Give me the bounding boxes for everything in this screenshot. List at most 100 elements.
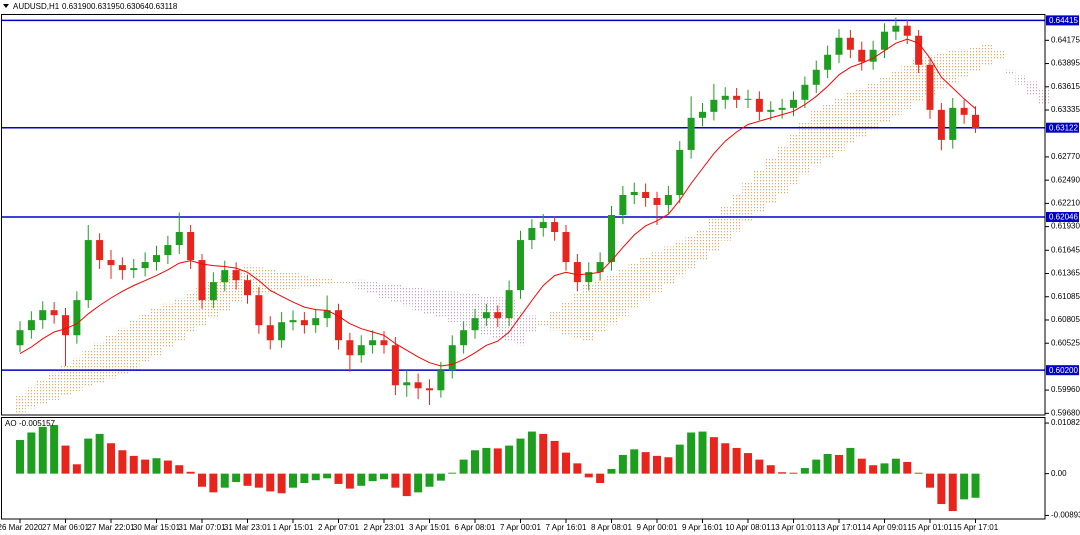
candle-body [107, 260, 115, 266]
cloud-segment [583, 284, 595, 341]
ao-bar [493, 448, 502, 474]
cloud-segment [856, 88, 868, 137]
cloud-segment [14, 395, 26, 413]
ao-bar [380, 473, 388, 480]
candle-body [642, 192, 650, 198]
cloud-segment [639, 257, 652, 301]
quote-close: 0.63118 [149, 2, 178, 11]
x-tick-label: 31 Mar 07:01 [178, 523, 226, 532]
ao-bar [129, 455, 138, 474]
quote-low: 0.63064 [120, 2, 149, 11]
candle-body [573, 262, 581, 283]
candle-body [346, 340, 354, 356]
candle-body [289, 320, 297, 323]
cloud-segment [82, 350, 94, 387]
price-frame [1, 14, 1046, 416]
x-tick-label: 26 Mar 2020 [0, 523, 43, 532]
candle-body [437, 370, 445, 391]
ao-bar [402, 473, 411, 497]
candle-body [676, 149, 684, 195]
cloud-segment [787, 133, 800, 185]
cloud-segment [264, 268, 276, 293]
ao-bar [505, 445, 514, 474]
candle-body [721, 95, 729, 100]
cloud-segment [730, 194, 743, 232]
cloud-segment [628, 263, 640, 308]
candle-body [687, 117, 695, 150]
cloud-segment [48, 372, 60, 401]
cloud-segment [776, 146, 788, 194]
candle-body [664, 195, 672, 205]
ao-bar [425, 473, 434, 487]
cloud-segment [1015, 75, 1027, 85]
y-tick-label: 0.64175 [1051, 35, 1080, 44]
ao-bar [789, 472, 798, 474]
ao-bar [391, 473, 400, 488]
candle-body [846, 37, 854, 50]
candle-body [403, 382, 411, 386]
candle-body [710, 99, 718, 112]
cloud-segment [355, 279, 367, 290]
candle-body [198, 260, 206, 301]
candle-body [528, 228, 536, 241]
cloud-segment [514, 310, 527, 346]
ao-bar [709, 437, 718, 474]
candle-body [869, 49, 877, 62]
cloud-segment [366, 281, 379, 294]
candle-body [824, 54, 832, 70]
ao-bar [186, 471, 195, 474]
level-tag [1046, 365, 1079, 376]
ao-bar [732, 447, 741, 474]
cloud-segment [912, 59, 925, 103]
quote-open: 0.63190 [62, 2, 91, 11]
cloud-segment [685, 235, 697, 269]
candle-body [562, 232, 570, 263]
cloud-segment [742, 181, 754, 222]
menu-arrow[interactable] [3, 4, 9, 8]
ao-bar [766, 465, 775, 474]
ao-bar [38, 426, 47, 474]
cloud-segment [821, 104, 834, 158]
y-tick-label: 0.63615 [1051, 82, 1080, 91]
ao-bar [448, 472, 457, 474]
cloud-segment [275, 271, 288, 291]
cloud-segment [605, 273, 618, 325]
ao-bar [562, 452, 570, 474]
ao-bar [846, 447, 855, 474]
ao-name: AO [5, 419, 17, 428]
ao-bar [357, 473, 366, 486]
candle-body [244, 280, 251, 296]
candle-body [755, 98, 763, 112]
x-tick-label: 8 Apr 08:01 [591, 523, 632, 532]
ao-bar [778, 472, 787, 474]
cloud-segment [184, 293, 197, 333]
candle-body [414, 382, 422, 389]
candle-body [39, 310, 47, 321]
ao-bar [323, 473, 332, 479]
cloud-segment [128, 320, 140, 371]
cloud-segment [617, 268, 629, 317]
candle-body [835, 37, 843, 55]
ao-bar [27, 432, 36, 474]
cloud-segment [696, 229, 709, 260]
candle-body [221, 270, 229, 283]
candle-body [312, 318, 320, 326]
ao-bar [653, 455, 661, 474]
ao-bar [459, 459, 468, 474]
ao-bar [687, 432, 696, 474]
candle-body [630, 192, 638, 195]
cloud-segment [457, 293, 470, 327]
x-tick-label: 31 Mar 23:01 [224, 523, 272, 532]
x-tick-label: 15 Apr 01:01 [907, 523, 953, 532]
level-tag [1046, 211, 1079, 222]
ao-bar [141, 459, 150, 474]
candle-body [892, 25, 900, 32]
ao-bar [971, 473, 980, 498]
ao-bar [471, 450, 479, 474]
ao-bar [209, 473, 218, 493]
cloud-segment [674, 240, 686, 277]
ao-bar [869, 465, 878, 474]
candle-body [790, 99, 797, 108]
ao-bar [664, 457, 673, 474]
